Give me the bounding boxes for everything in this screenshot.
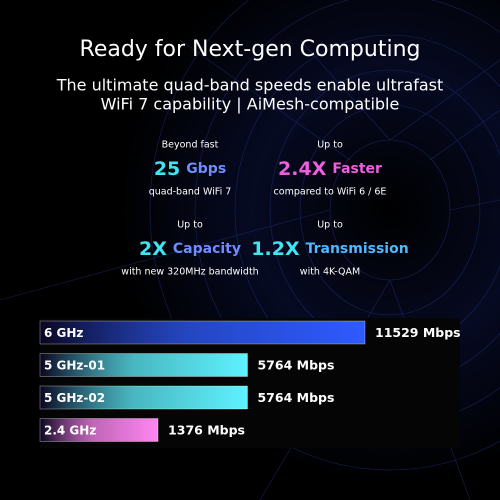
stat-bottom: with new 320MHz bandwidth — [121, 267, 258, 278]
value-label: 11529 Mbps — [375, 325, 461, 340]
value-label: 5764 Mbps — [257, 390, 334, 405]
bar-label: 2.4 GHz — [44, 424, 96, 438]
stat-word: Capacity — [173, 241, 241, 257]
stat-word: Faster — [332, 161, 382, 177]
bar — [39, 385, 248, 410]
title: Ready for Next-gen Computing — [80, 37, 421, 62]
bar — [39, 418, 159, 442]
stat-top: Up to — [177, 220, 203, 231]
value-label: 1376 Mbps — [168, 423, 245, 438]
bar — [39, 320, 366, 345]
stat-top: Up to — [317, 140, 343, 151]
subtitle: The ultimate quad-band speeds enable ult… — [56, 76, 443, 95]
value-label: 5764 Mbps — [257, 358, 334, 373]
bar-label: 6 GHz — [44, 326, 83, 340]
stat-word: Transmission — [306, 241, 409, 257]
stat-bottom: quad-band WiFi 7 — [149, 187, 232, 198]
stat-number: 2.4X — [278, 158, 327, 180]
stat-number: 2X — [139, 238, 167, 260]
stat-word: Gbps — [186, 161, 226, 177]
subtitle: WiFi 7 capability | AiMesh-compatible — [101, 95, 400, 114]
stat-value: 1.2X Transmission — [251, 238, 408, 260]
stat-value: 2.4X Faster — [278, 158, 382, 180]
stat-value: 25 Gbps — [154, 158, 226, 180]
stat-number: 1.2X — [251, 238, 300, 260]
stat-value: 2X Capacity — [139, 238, 241, 260]
bar-label: 5 GHz-02 — [44, 391, 105, 405]
stat-top: Up to — [317, 220, 343, 231]
stat-number: 25 — [154, 158, 180, 180]
stat-bottom: with 4K-QAM — [300, 267, 360, 278]
stat-top: Beyond fast — [162, 140, 219, 151]
bar-label: 5 GHz-01 — [44, 359, 105, 373]
stat-bottom: compared to WiFi 6 / 6E — [274, 187, 387, 198]
bar — [39, 353, 248, 377]
